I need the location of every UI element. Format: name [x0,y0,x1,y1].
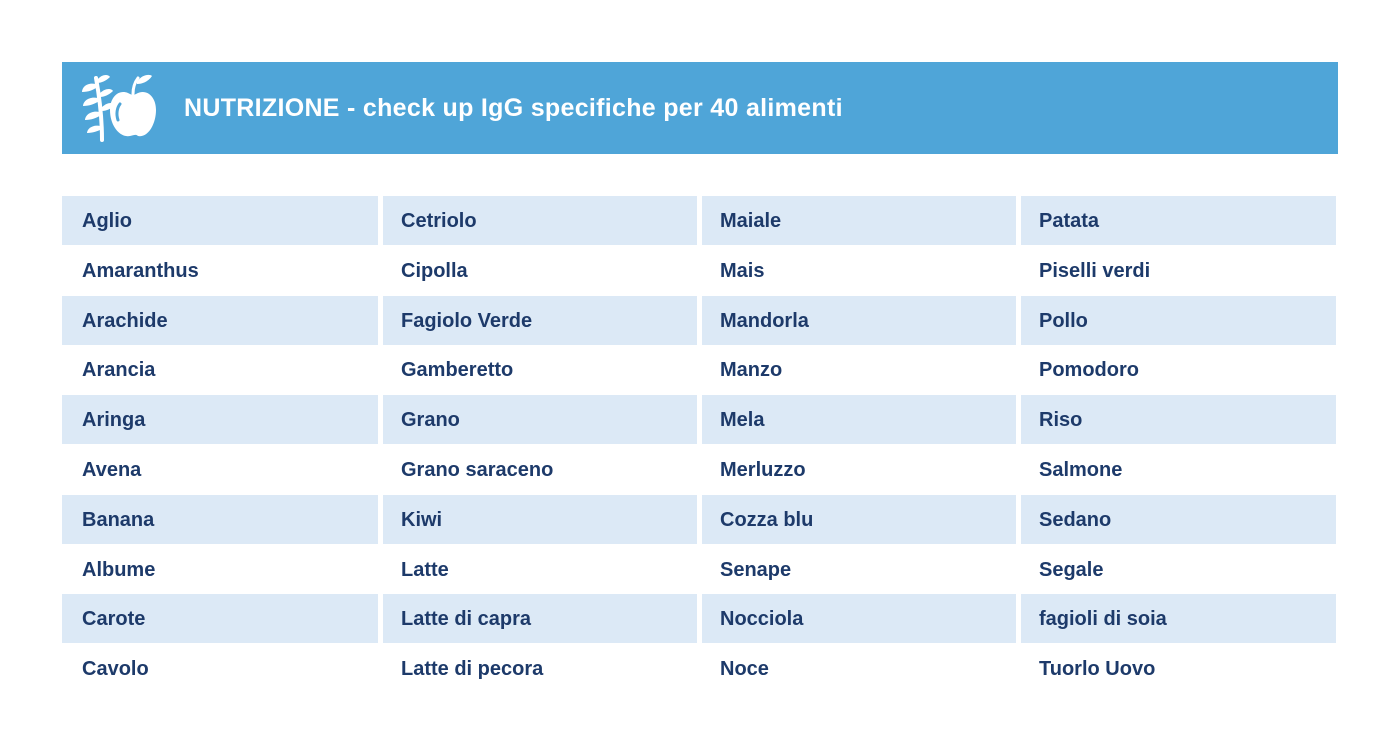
table-row: Carote Latte di capra Nocciola fagioli di s… [62,594,1336,644]
table-cell: Maiale [702,196,1016,245]
table-cell: Segale [1039,558,1104,581]
table-row: Cavolo Latte di pecora Noce Tuorlo Uovo [62,644,1336,694]
table-row: Amaranthus Cipolla Mais Piselli verdi [62,246,1336,296]
table-cell: Tuorlo Uovo [1039,658,1156,681]
table-cell: Arachide [62,295,378,345]
food-table: Aglio Cetriolo Maiale Patata Amaranthus Cipol… [62,196,1336,694]
table-row: Aringa Grano Mela Riso [62,395,1336,445]
table-row: Banana Kiwi Cozza blu Sedano [62,494,1336,545]
table-row: Avena Grano saraceno Merluzzo Salmone [62,445,1336,495]
table-cell: Merluzzo [720,458,806,481]
table-cell: Sedano [1021,494,1336,544]
table-cell: Salmone [1039,458,1123,481]
table-cell: Pollo [1021,295,1336,345]
table-cell: Cozza blu [702,494,1016,544]
table-cell: Gamberetto [401,359,514,382]
table-cell: Mela [702,395,1016,445]
table-cell: Fagiolo Verde [383,295,697,345]
table-cell: Albume [82,558,156,581]
table-cell: Nocciola [702,594,1016,644]
table-cell: Arancia [82,359,156,382]
table-cell: Grano [383,395,697,445]
table-cell: Riso [1021,395,1336,445]
header-banner: NUTRIZIONE - check up IgG specifiche per… [62,62,1338,154]
table-row: Albume Latte Senape Segale [62,545,1336,595]
table-cell: Piselli verdi [1039,259,1151,282]
table-cell: Patata [1021,196,1336,245]
table-row: Arancia Gamberetto Manzo Pomodoro [62,345,1336,395]
table-cell: Grano saraceno [401,458,554,481]
table-cell: Aringa [62,395,378,445]
table-cell: Banana [62,494,378,544]
table-cell: Cavolo [82,658,149,681]
table-cell: Latte [401,558,449,581]
wheat-apple-icon [82,74,156,142]
table-cell: Manzo [720,359,783,382]
table-cell: Carote [62,594,378,644]
table-row: Arachide Fagiolo Verde Mandorla Pollo [62,295,1336,346]
table-cell: Noce [720,658,769,681]
table-cell: Latte di capra [383,594,697,644]
table-cell: Mais [720,259,765,282]
table-cell: Senape [720,558,792,581]
table-cell: Amaranthus [82,259,199,282]
table-cell: Aglio [62,196,378,245]
table-cell: Cetriolo [383,196,697,245]
page-title: NUTRIZIONE - check up IgG specifiche per… [184,94,843,122]
table-row: Aglio Cetriolo Maiale Patata [62,196,1336,246]
table-cell: Mandorla [702,295,1016,345]
table-cell: Kiwi [383,494,697,544]
table-cell: fagioli di soia [1021,594,1336,644]
table-cell: Pomodoro [1039,359,1139,382]
table-cell: Cipolla [401,259,468,282]
table-cell: Latte di pecora [401,658,544,681]
table-cell: Avena [82,458,142,481]
